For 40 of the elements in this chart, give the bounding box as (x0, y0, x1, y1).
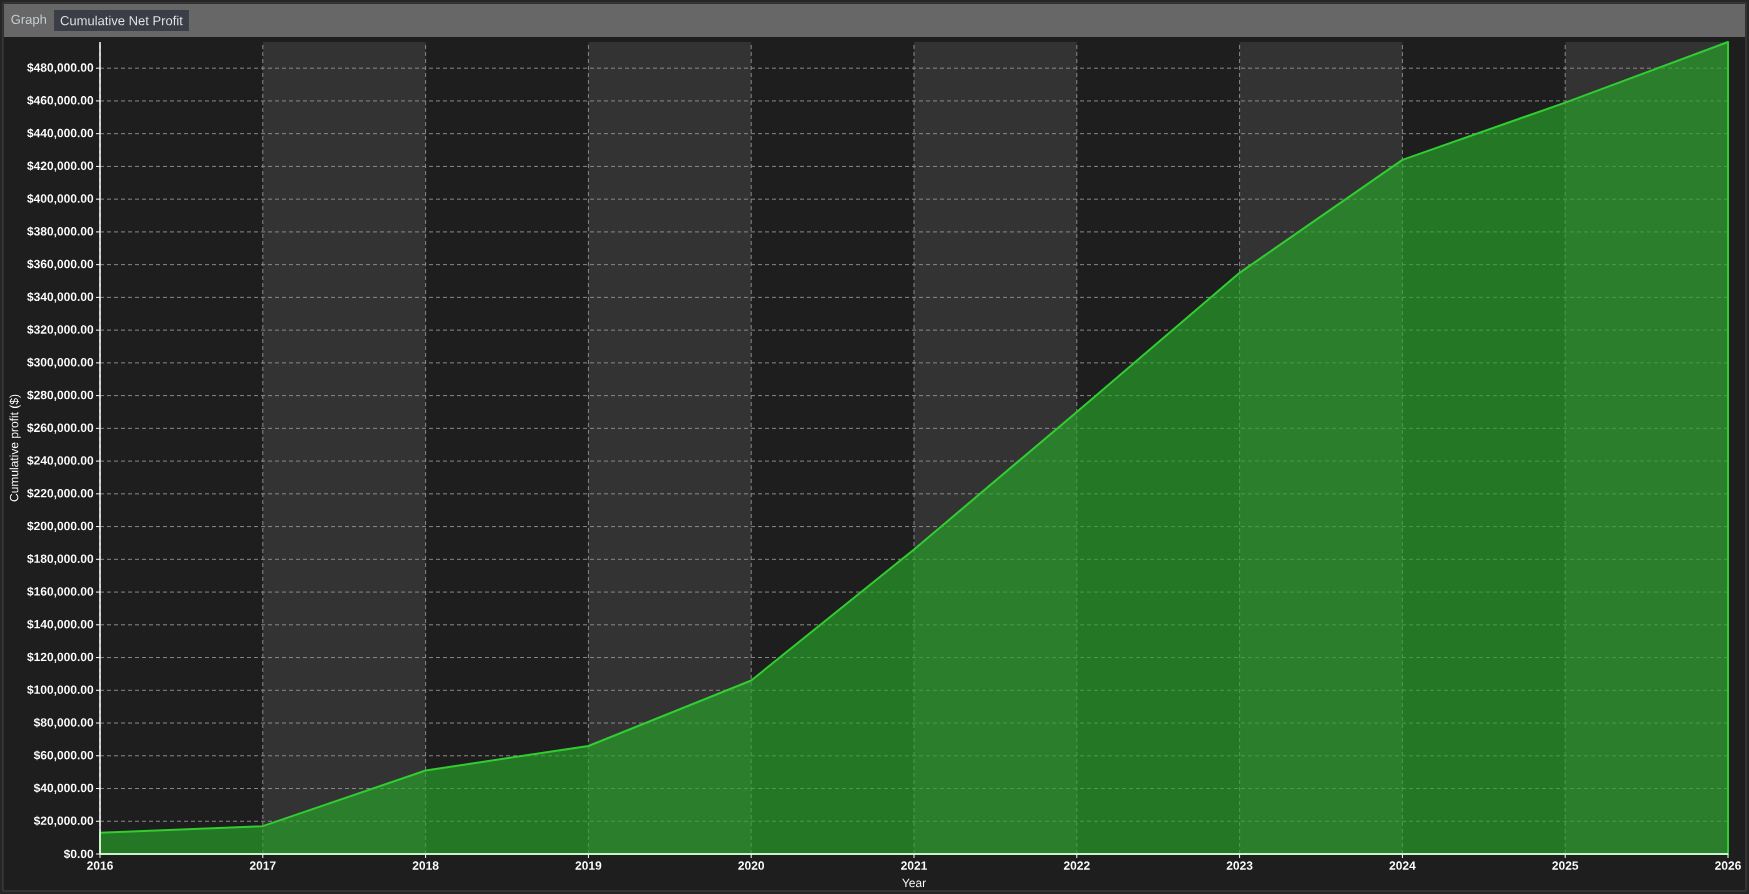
x-tick-label: 2019 (575, 861, 602, 870)
x-tick-label: 2016 (87, 861, 113, 870)
chart-title: Cumulative Net Profit (60, 15, 183, 26)
y-tick-label: $240,000.00 (27, 455, 94, 467)
x-tick-label: 2021 (901, 861, 927, 870)
y-tick-label: $380,000.00 (27, 226, 94, 238)
y-tick-label: $220,000.00 (27, 488, 94, 500)
y-tick-label: $360,000.00 (27, 259, 94, 271)
y-tick-label: $480,000.00 (27, 62, 94, 74)
y-tick-label: $160,000.00 (27, 586, 94, 598)
y-tick-label: $100,000.00 (27, 684, 94, 696)
x-tick-label: 2022 (1063, 861, 1090, 870)
y-tick-label: $260,000.00 (27, 422, 94, 434)
text: Graph (11, 14, 47, 27)
y-tick-label: $300,000.00 (27, 357, 94, 369)
y-tick-label: $140,000.00 (27, 619, 94, 631)
y-tick-label: $0.00 (63, 849, 94, 859)
x-axis-title: Year (902, 878, 926, 888)
y-tick-label: $180,000.00 (27, 553, 94, 565)
y-tick-label: $340,000.00 (27, 292, 94, 303)
y-tick-label: $400,000.00 (27, 193, 94, 205)
y-tick-label: $40,000.00 (33, 783, 94, 794)
x-tick-label: 2023 (1226, 861, 1253, 870)
x-tick-label: 2018 (412, 861, 439, 870)
y-tick-label: $460,000.00 (27, 95, 94, 107)
y-tick-label: $420,000.00 (27, 161, 94, 172)
y-tick-label: $20,000.00 (33, 815, 94, 827)
y-tick-label: $200,000.00 (27, 521, 94, 532)
x-tick-label: 2024 (1389, 861, 1416, 870)
x-tick-label: 2025 (1552, 861, 1579, 870)
y-tick-label: $280,000.00 (27, 390, 94, 401)
y-tick-label: $60,000.00 (33, 750, 94, 762)
x-tick-label: 2026 (1715, 861, 1741, 870)
y-tick-label: $120,000.00 (27, 652, 94, 663)
y-tick-label: $80,000.00 (33, 717, 94, 729)
x-tick-label: 2017 (249, 861, 276, 870)
y-tick-label: $440,000.00 (27, 128, 94, 140)
y-axis-title: Cumulative profit ($) (9, 394, 21, 502)
x-tick-label: 2020 (738, 861, 765, 870)
y-tick-label: $320,000.00 (27, 324, 94, 336)
